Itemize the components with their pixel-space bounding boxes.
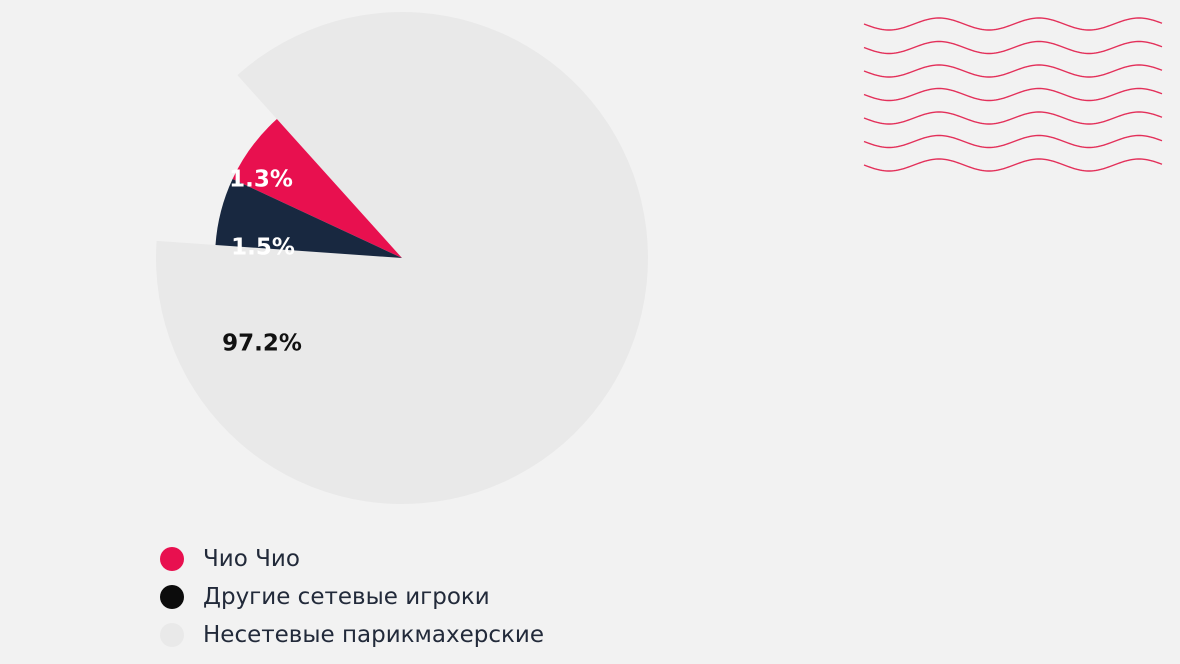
wave-line [863,17,1163,31]
legend-swatch [160,547,184,571]
wave-line [863,134,1163,149]
wave-line [863,87,1163,102]
slice-chio-chio [232,119,402,258]
wave-line [863,158,1163,172]
wave-line [863,111,1163,125]
legend-swatch [160,623,184,647]
legend-label: Несетевые парикмахерские [203,622,544,648]
legend-item-other-chains: Другие сетевые игроки [160,578,544,616]
slice-independent-salons [156,11,648,504]
legend-label: Чио Чио [203,546,300,572]
legend-label: Другие сетевые игроки [203,584,490,610]
slice-other-chains [215,178,402,258]
wave-line [863,40,1163,55]
legend-item-chio-chio: Чио Чио [160,540,544,578]
chart-legend: Чио Чио Другие сетевые игроки Несетевые … [160,540,544,654]
wave-line [863,64,1163,78]
slice-value-label: 97.2% [222,331,302,357]
legend-swatch [160,585,184,609]
slice-value-label: 1.5% [231,235,295,261]
wave-lines-icon [863,17,1163,172]
legend-item-independent-salons: Несетевые парикмахерские [160,616,544,654]
slice-value-label: 1.3% [229,167,293,193]
